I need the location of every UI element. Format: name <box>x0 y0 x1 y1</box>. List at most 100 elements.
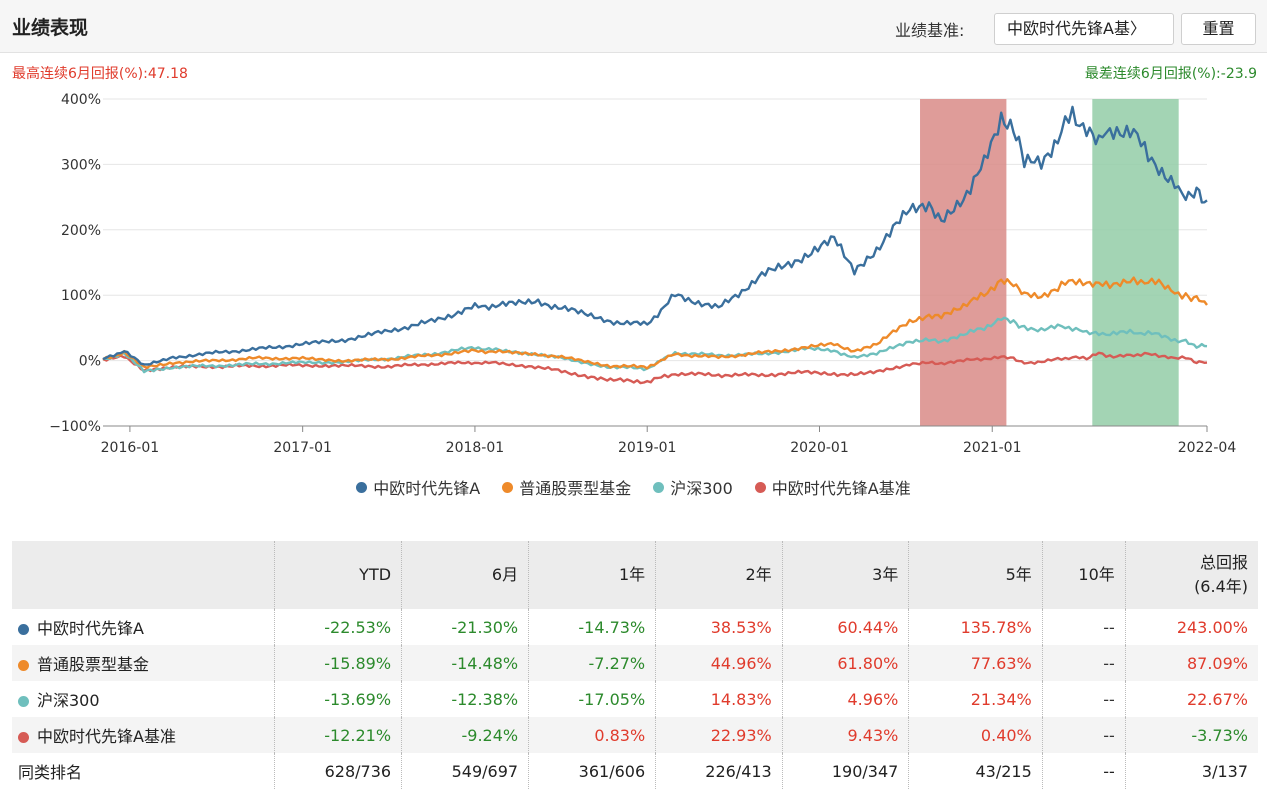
series-dot-icon <box>18 660 29 671</box>
worst-period-band <box>1092 99 1179 426</box>
y-tick-label: 200% <box>61 223 101 239</box>
table-cell: 22.93% <box>655 717 783 753</box>
performance-table: YTD 6月 1年 2年 3年 5年 10年 总回报 (6.4年) 中欧时代先锋… <box>12 541 1258 789</box>
reset-button[interactable]: 重置 <box>1181 13 1256 45</box>
table-cell: 22.67% <box>1186 689 1248 709</box>
table-row: 中欧时代先锋A基准 -12.21% -9.24% 0.83% 22.93% 9.43% 0.… <box>12 717 1258 753</box>
series-line-0 <box>102 105 1208 366</box>
table-header-total-period: (6.4年) <box>1194 577 1248 596</box>
table-cell: 4.96% <box>782 681 910 717</box>
table-row: 普通股票型基金 -15.89% -14.48% -7.27% 44.96% 61.80% 7… <box>12 645 1258 681</box>
rank-cell: 549/697 <box>401 753 530 789</box>
series-dot-icon <box>18 624 29 635</box>
table-cell: -9.24% <box>401 717 530 753</box>
rank-cell: 3/137 <box>1201 761 1248 781</box>
row-name: 普通股票型基金 <box>12 645 275 681</box>
rank-cell: 226/413 <box>655 753 783 789</box>
table-header-name <box>12 541 275 609</box>
legend-item[interactable]: 沪深300 <box>653 474 733 500</box>
table-cell: -14.48% <box>401 645 530 681</box>
legend-item[interactable]: 中欧时代先锋A <box>356 474 480 500</box>
section-title: 业绩表现 <box>12 17 89 39</box>
rank-label: 同类排名 <box>12 753 275 789</box>
table-cell: -22.53% <box>274 609 403 645</box>
table-header-6m: 6月 <box>401 541 530 609</box>
legend-dot-icon <box>754 481 766 493</box>
legend-label: 沪深300 <box>670 479 733 498</box>
chart-legend: 中欧时代先锋A 普通股票型基金 沪深300 中欧时代先锋A基准 <box>0 474 1267 500</box>
row-label: 普通股票型基金 <box>37 655 150 674</box>
table-row: 中欧时代先锋A -22.53% -21.30% -14.73% 38.53% 60.44%… <box>12 609 1258 645</box>
legend-label: 中欧时代先锋A基准 <box>771 479 911 498</box>
legend-item[interactable]: 中欧时代先锋A基准 <box>754 474 911 500</box>
x-tick-label: 2018-01 <box>446 440 505 456</box>
x-tick-label: 2020-01 <box>790 440 849 456</box>
series-dot-icon <box>18 732 29 743</box>
table-cell: -15.89% <box>274 645 403 681</box>
table-cell: 44.96% <box>655 645 783 681</box>
table-cell: -12.38% <box>401 681 530 717</box>
rank-cell: 43/215 <box>908 753 1043 789</box>
performance-chart: 400% 300% 200% 100% 0% −100%2016-01 2017-01 201… <box>49 92 1237 456</box>
legend-label: 中欧时代先锋A <box>373 479 481 498</box>
x-tick-label: 2019-01 <box>618 440 677 456</box>
series-line-1 <box>102 276 1208 370</box>
table-header-row: YTD 6月 1年 2年 3年 5年 10年 总回报 (6.4年) <box>12 541 1258 609</box>
rank-cell: 361/606 <box>528 753 657 789</box>
series-dot-icon <box>18 696 29 707</box>
table-cell: 135.78% <box>908 609 1043 645</box>
legend-item[interactable]: 普通股票型基金 <box>502 474 631 500</box>
row-name: 沪深300 <box>12 681 275 717</box>
table-header-5y: 5年 <box>908 541 1043 609</box>
series-line-3 <box>102 351 1208 385</box>
table-header-ytd: YTD <box>274 541 403 609</box>
worst-6m-return: 最差连续6月回报(%):-23.9 <box>1084 66 1257 82</box>
x-tick-label: 2022-04 <box>1178 440 1237 456</box>
section-header: 业绩表现 业绩基准: 中欧时代先锋A基〉 重置 <box>0 0 1267 53</box>
y-tick-label: −100% <box>49 419 101 435</box>
rank-cell: 190/347 <box>782 753 910 789</box>
benchmark-select[interactable]: 中欧时代先锋A基〉 <box>994 13 1174 45</box>
table-cell: 0.83% <box>528 717 657 753</box>
table-cell: -- <box>1042 681 1126 717</box>
table-header-1y: 1年 <box>528 541 657 609</box>
table-cell: -7.27% <box>528 645 657 681</box>
y-tick-label: 0% <box>79 354 101 370</box>
table-cell: 87.09% <box>1125 645 1258 681</box>
legend-dot-icon <box>502 481 514 493</box>
row-label: 中欧时代先锋A <box>37 619 144 638</box>
x-tick-label: 2017-01 <box>273 440 332 456</box>
best-6m-return: 最高连续6月回报(%):47.18 <box>12 66 188 82</box>
table-cell: -17.05% <box>528 681 657 717</box>
table-header-10y: 10年 <box>1042 541 1126 609</box>
legend-dot-icon <box>653 481 665 493</box>
table-header-total-label: 总回报 <box>1199 553 1248 572</box>
x-tick-label: 2016-01 <box>101 440 160 456</box>
table-cell: -14.73% <box>528 609 657 645</box>
table-cell: 77.63% <box>908 645 1043 681</box>
y-tick-label: 100% <box>61 288 101 304</box>
row-label: 中欧时代先锋A基准 <box>37 727 176 746</box>
table-header-total: 总回报 (6.4年) <box>1125 541 1258 609</box>
table-cell: -- <box>1042 645 1126 681</box>
table-header-2y: 2年 <box>655 541 783 609</box>
table-cell: 14.83% <box>655 681 783 717</box>
legend-label: 普通股票型基金 <box>519 479 632 498</box>
table-header-3y: 3年 <box>782 541 910 609</box>
row-name: 中欧时代先锋A <box>12 609 275 645</box>
legend-dot-icon <box>356 481 368 493</box>
rank-cell: -- <box>1042 753 1126 789</box>
y-tick-label: 400% <box>61 92 101 108</box>
rank-cell: 628/736 <box>274 753 403 789</box>
table-cell: -13.69% <box>274 681 403 717</box>
table-cell: 21.34% <box>908 681 1043 717</box>
best-period-band <box>920 99 1007 426</box>
table-cell: -- <box>1042 609 1126 645</box>
table-cell: -3.73% <box>1125 717 1258 753</box>
y-tick-label: 300% <box>61 157 101 173</box>
row-label: 沪深300 <box>37 691 100 710</box>
rank-row: 同类排名 628/736 549/697 361/606 226/413 190/347 4… <box>12 753 1258 789</box>
table-cell: 243.00% <box>1176 617 1248 637</box>
table-cell: -- <box>1042 717 1126 753</box>
table-cell: -12.21% <box>274 717 403 753</box>
